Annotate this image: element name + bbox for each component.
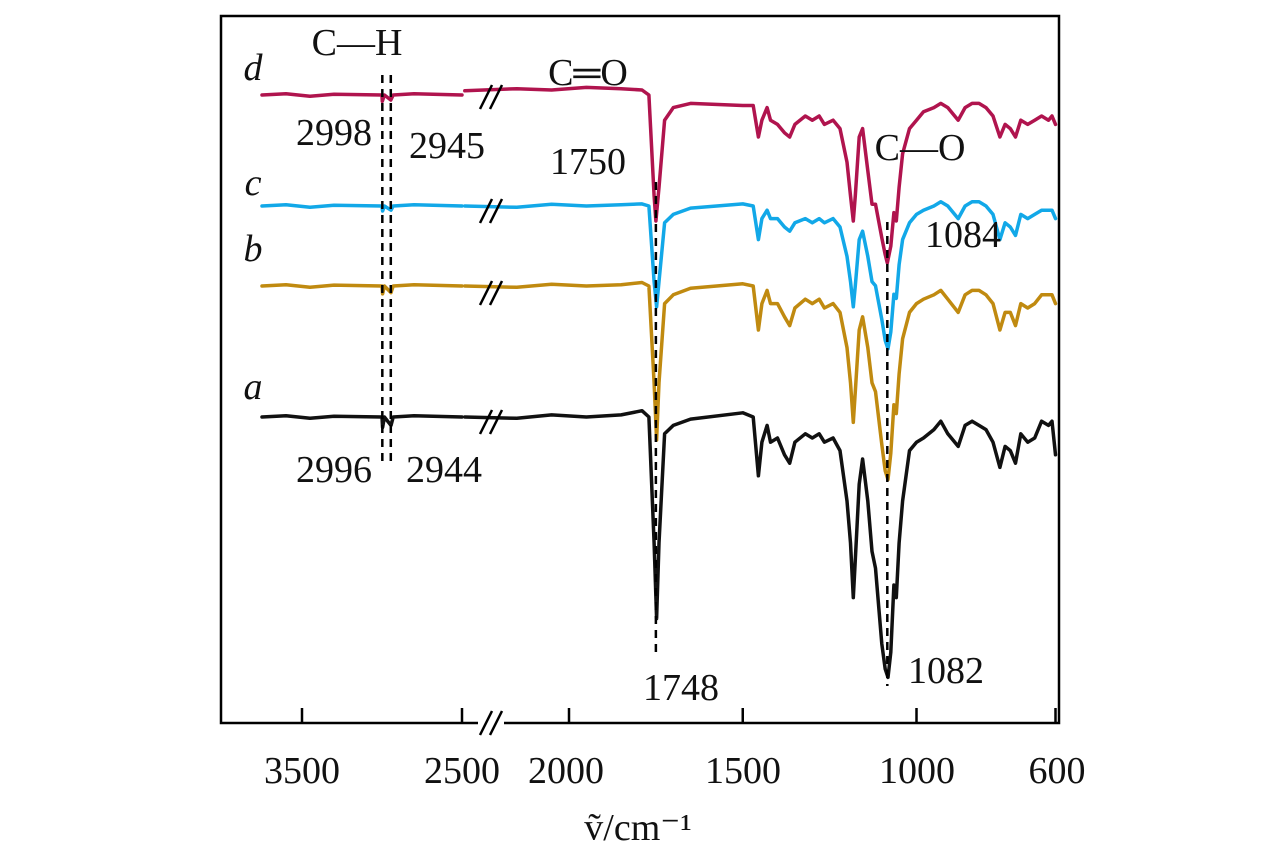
break-mark-0 bbox=[478, 84, 504, 110]
x-tick-label-1500: 1500 bbox=[705, 750, 781, 792]
peak-label-1082: 1082 bbox=[908, 650, 984, 692]
break-mark-2 bbox=[478, 280, 504, 306]
peak-label-1748: 1748 bbox=[643, 667, 719, 709]
peak-label-1750: 1750 bbox=[550, 141, 626, 183]
peak-label-2944: 2944 bbox=[406, 449, 482, 491]
break-mark-1 bbox=[478, 198, 504, 224]
spectrum-a-left bbox=[260, 413, 464, 430]
spectrum-b-left bbox=[260, 282, 464, 296]
x-axis-title: ṽ/cm⁻¹ bbox=[584, 807, 691, 849]
spectrum-c-right bbox=[463, 200, 1058, 351]
break-mark-4 bbox=[478, 710, 504, 736]
curve-label-d: d bbox=[244, 47, 264, 89]
break-mark-3 bbox=[478, 409, 504, 435]
peak-label-2998: 2998 bbox=[296, 112, 372, 154]
curve-label-b: b bbox=[244, 228, 263, 270]
x-tick-label-600: 600 bbox=[1029, 750, 1086, 792]
spectrum-b-right bbox=[463, 280, 1058, 482]
x-tick-label-2500: 2500 bbox=[424, 750, 500, 792]
x-tick-label-3500: 3500 bbox=[264, 750, 340, 792]
x-axis-ticks bbox=[300, 708, 1057, 723]
peak-label-1084: 1084 bbox=[925, 214, 1001, 256]
x-tick-label-2000: 2000 bbox=[528, 750, 604, 792]
peak-label-2945: 2945 bbox=[409, 125, 485, 167]
curve-label-a: a bbox=[244, 366, 263, 408]
axis-break-marks bbox=[478, 84, 504, 736]
spectra-group bbox=[260, 85, 1058, 680]
plot-frame bbox=[219, 14, 1061, 725]
group-label-co-single: C—O bbox=[875, 127, 966, 169]
spectrum-d-left bbox=[260, 91, 464, 104]
peak-guides bbox=[381, 75, 889, 686]
spectrum-a-right bbox=[463, 408, 1058, 680]
spectrum-d-right bbox=[463, 85, 1058, 265]
x-tick-label-1000: 1000 bbox=[879, 750, 955, 792]
group-label-co-double: C═O bbox=[548, 52, 628, 94]
peak-label-2996: 2996 bbox=[296, 449, 372, 491]
spectrum-c-left bbox=[260, 202, 464, 213]
group-label-ch: C—H bbox=[312, 22, 403, 64]
curve-label-c: c bbox=[245, 162, 262, 204]
